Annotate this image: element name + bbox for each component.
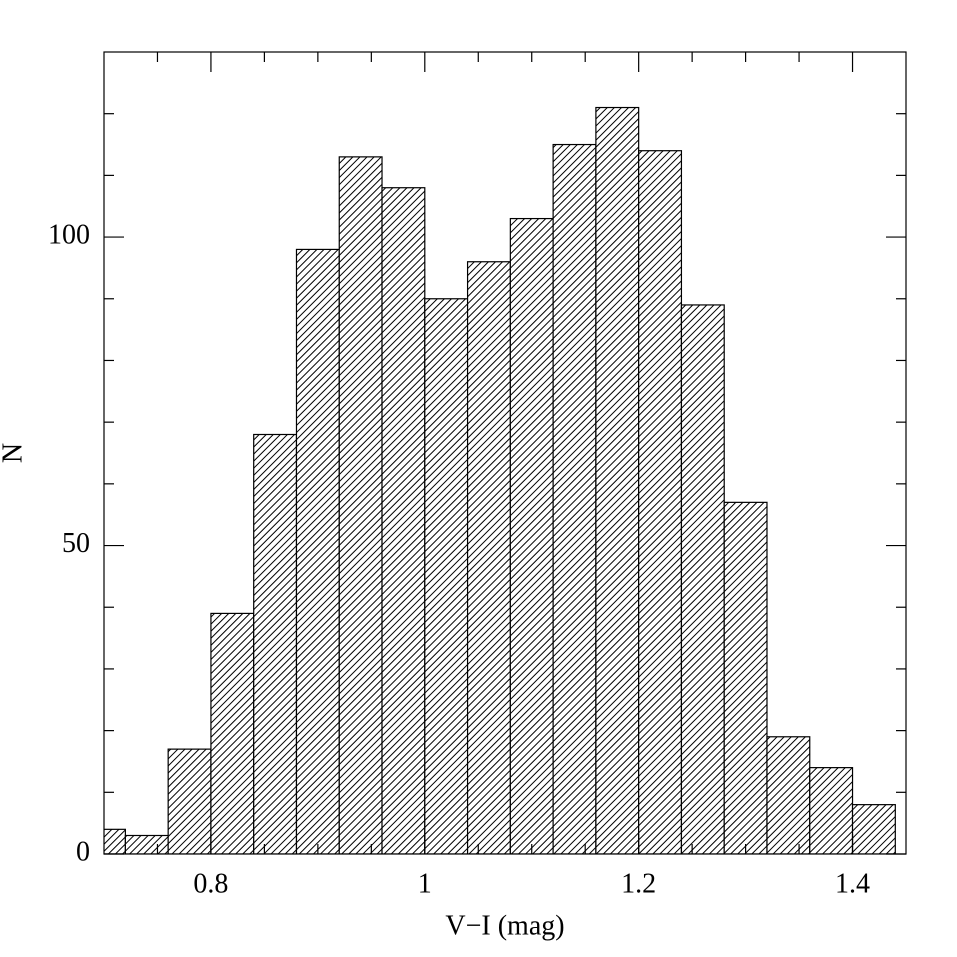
bar	[124, 834, 169, 854]
bar	[766, 736, 811, 854]
y-axis-label: N	[0, 443, 28, 463]
y-tick-label: 50	[62, 528, 90, 559]
bar	[680, 304, 725, 854]
bar	[295, 248, 340, 854]
bar	[809, 767, 854, 854]
bar	[381, 187, 426, 854]
x-axis-label: V−I (mag)	[445, 910, 564, 941]
bar	[253, 433, 298, 854]
bar	[552, 143, 597, 854]
bar	[595, 106, 640, 854]
x-tick-label: 0.8	[193, 868, 228, 899]
bar	[424, 298, 469, 854]
bar	[167, 748, 212, 854]
bar	[338, 156, 383, 854]
bar	[851, 804, 896, 854]
bars	[104, 106, 896, 854]
y-tick-label: 0	[76, 836, 90, 867]
bar	[638, 150, 683, 854]
plot-frame	[103, 51, 907, 855]
bar	[509, 217, 554, 854]
bar	[466, 261, 511, 854]
bar	[723, 501, 768, 854]
x-tick-label: 1.2	[621, 868, 656, 899]
x-tick-label: 1.4	[835, 868, 870, 899]
x-tick-label: 1	[418, 868, 432, 899]
y-tick-label: 100	[48, 219, 90, 250]
bar	[210, 612, 255, 854]
